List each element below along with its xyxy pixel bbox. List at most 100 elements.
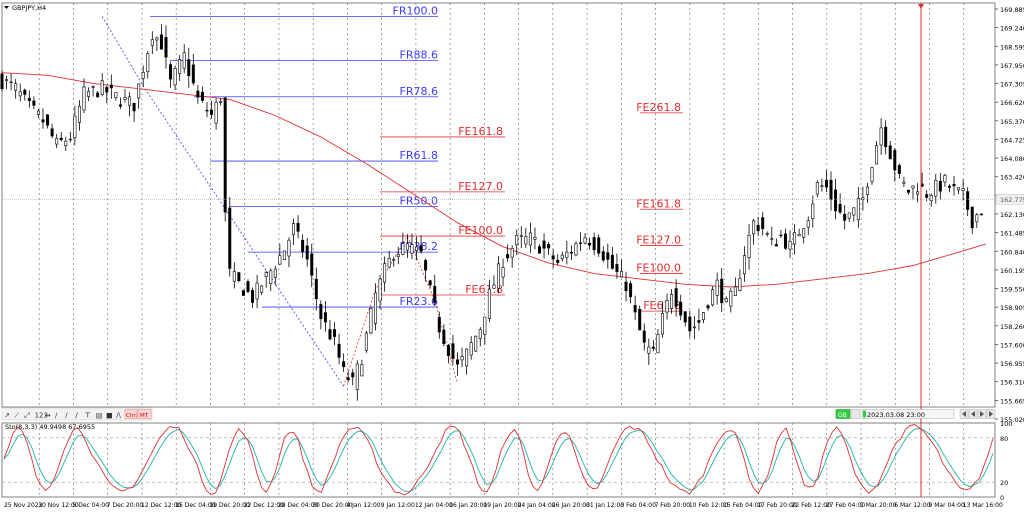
candle bbox=[378, 278, 382, 302]
candle bbox=[219, 101, 223, 103]
candle bbox=[415, 246, 419, 251]
candle bbox=[424, 260, 428, 271]
toolbar-tool-icon[interactable]: ↗ bbox=[4, 412, 10, 420]
next-icon bbox=[989, 411, 993, 417]
candle bbox=[601, 251, 605, 261]
candle bbox=[852, 207, 856, 216]
candle bbox=[155, 37, 159, 41]
candle bbox=[374, 292, 378, 324]
candle bbox=[132, 102, 136, 112]
stochastic-y-tick: 100 bbox=[1000, 420, 1012, 428]
fib-retracement-label: FR50.0 bbox=[400, 195, 438, 208]
toolbar-tool-icon[interactable]: / bbox=[65, 412, 68, 420]
mt-button-label: MT bbox=[140, 413, 149, 419]
candle bbox=[128, 96, 132, 106]
candle bbox=[656, 334, 660, 354]
candle bbox=[752, 220, 756, 235]
toolbar-tool-icon[interactable]: / bbox=[75, 412, 78, 420]
candle bbox=[811, 203, 815, 220]
fib-retracement-label: FR88.6 bbox=[400, 49, 438, 62]
candle bbox=[970, 206, 974, 229]
candle bbox=[0, 73, 4, 90]
toolbar-tool-icon[interactable]: ▤ bbox=[96, 412, 103, 420]
candle bbox=[451, 343, 455, 359]
candle bbox=[264, 272, 268, 277]
candle bbox=[296, 222, 300, 232]
toolbar-tool-icon[interactable]: / bbox=[55, 412, 58, 420]
candle bbox=[838, 203, 842, 213]
candle bbox=[446, 344, 450, 357]
candle bbox=[902, 181, 906, 184]
candle bbox=[938, 180, 942, 192]
candle bbox=[806, 220, 810, 228]
x-tick-label: 19 Dec 20:00 bbox=[209, 502, 250, 509]
mt-button[interactable] bbox=[137, 409, 152, 419]
candle bbox=[123, 97, 127, 100]
toolbar-tool-icon[interactable]: T bbox=[85, 412, 91, 420]
candle bbox=[173, 67, 177, 86]
candle bbox=[150, 39, 154, 46]
x-tick-label: 28 Dec 04:00 bbox=[278, 502, 319, 509]
toolbar-tool-icon[interactable]: ⤢ bbox=[24, 412, 30, 420]
candle bbox=[50, 128, 54, 137]
y-tick-label: 165.370 bbox=[1000, 118, 1024, 126]
candle bbox=[251, 290, 255, 303]
candle bbox=[159, 34, 163, 50]
x-tick-label: 27 Feb 04:00 bbox=[826, 502, 866, 509]
candle bbox=[501, 267, 505, 278]
status-toggle-button[interactable] bbox=[850, 409, 861, 419]
stochastic-y-tick: 20 bbox=[1000, 479, 1008, 487]
candle bbox=[310, 253, 314, 276]
candle bbox=[683, 311, 687, 323]
candle bbox=[433, 286, 437, 303]
candle bbox=[32, 100, 36, 106]
x-tick-label: 7 Feb 20:00 bbox=[655, 502, 691, 509]
candle bbox=[674, 288, 678, 307]
candle bbox=[875, 145, 879, 165]
candle bbox=[515, 235, 519, 246]
candle bbox=[496, 263, 500, 289]
fib-expansion-label: FE127.0 bbox=[636, 233, 681, 246]
candle bbox=[619, 271, 623, 278]
candle bbox=[975, 214, 979, 223]
candle bbox=[583, 237, 587, 244]
candle bbox=[670, 294, 674, 309]
toolbar-tool-icon[interactable]: ■ bbox=[106, 412, 113, 420]
candle bbox=[474, 335, 478, 352]
chr-button[interactable] bbox=[124, 409, 138, 419]
candle bbox=[273, 268, 277, 278]
x-tick-label: 5 Dec 04:00 bbox=[72, 502, 109, 509]
x-tick-label: 19 Jan 20:00 bbox=[483, 502, 521, 509]
candle bbox=[952, 183, 956, 187]
symbol-dropdown-icon[interactable] bbox=[4, 6, 9, 9]
candle bbox=[492, 284, 496, 289]
candle bbox=[756, 224, 760, 232]
y-tick-label: 161.485 bbox=[1000, 230, 1024, 238]
candle bbox=[314, 278, 318, 299]
candle bbox=[742, 255, 746, 275]
toolbar-tool-icon[interactable]: ⟋ bbox=[14, 412, 19, 420]
stochastic-y-tick: 0 bbox=[1000, 494, 1004, 502]
status-badge[interactable] bbox=[835, 409, 851, 419]
moving-average-line bbox=[1, 72, 987, 288]
y-tick-label: 156.310 bbox=[1000, 379, 1024, 387]
candle bbox=[287, 239, 291, 257]
candle bbox=[688, 316, 692, 332]
candle bbox=[779, 234, 783, 237]
candle bbox=[442, 329, 446, 344]
toolbar-tool-icon[interactable]: 123 bbox=[35, 412, 48, 420]
candle bbox=[191, 64, 195, 84]
candle bbox=[214, 101, 218, 124]
candle bbox=[260, 285, 264, 293]
candle bbox=[428, 280, 432, 286]
toolbar-tool-icon[interactable]: ↔ bbox=[45, 412, 51, 420]
candle bbox=[146, 53, 150, 73]
candle bbox=[569, 252, 573, 254]
candle bbox=[692, 326, 696, 329]
candle bbox=[305, 245, 309, 260]
x-tick-label: 25 Nov 2022 bbox=[4, 502, 43, 509]
candle bbox=[793, 232, 797, 245]
toolbar-tool-icon[interactable]: /\ bbox=[116, 412, 121, 420]
x-tick-label: 22 Dec 12:00 bbox=[244, 502, 285, 509]
